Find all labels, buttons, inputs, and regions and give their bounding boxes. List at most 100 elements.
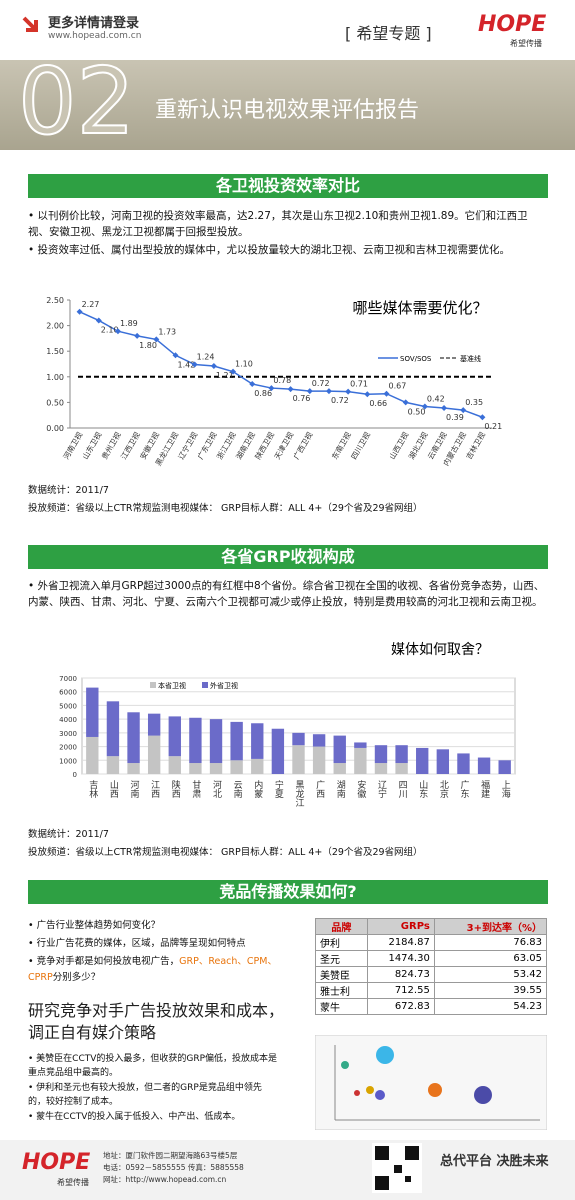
cell: 76.83 [433, 934, 548, 951]
x-tick-label: 上海 [500, 780, 511, 799]
data-point [479, 414, 486, 421]
banner-title: 重新认识电视效果评估报告 [155, 98, 420, 123]
data-label: 0.71 [350, 380, 368, 389]
data-line [79, 311, 483, 418]
data-point [325, 388, 332, 395]
table-row: 蒙牛 672.83 54.23 [315, 998, 548, 1015]
highlight: GRP、Reach、CPM、CPRP [28, 956, 277, 983]
data-label: 0.76 [293, 394, 311, 403]
bar-segment [86, 687, 99, 737]
logo-sub: 希望传播 [510, 39, 542, 48]
bullet: • 投资效率过低、属付出型投放的媒体中，尤以投放量较大的湖北卫视、云南卫视和吉林… [28, 244, 511, 256]
bar-segment [189, 763, 202, 774]
y-tick-label: 7000 [59, 675, 77, 683]
bar-segment [127, 763, 140, 774]
data-label: 1.73 [158, 327, 176, 336]
site-url[interactable]: www.hopead.com.cn [48, 31, 142, 41]
login-text[interactable]: 更多详情请登录 [48, 16, 140, 31]
data-label: 0.86 [254, 389, 272, 398]
text: • 竞争对手都是如何投放电视广告， [28, 956, 180, 967]
data-label: 0.72 [312, 379, 330, 388]
table: 品牌 GRPs 3+到达率（%） 伊利 2184.87 76.83 圣元 1474.30 63.… [315, 918, 548, 1015]
y-tick-label: 6000 [59, 689, 77, 697]
x-tick-label: 福建 [479, 779, 490, 799]
bar-segment [168, 756, 181, 774]
cell: 39.55 [433, 982, 548, 999]
data-point [191, 361, 198, 368]
web: 网址：http://www.hopead.com.cn [103, 1175, 227, 1184]
bar-segment [147, 735, 161, 774]
legend-label: 本省卫视 [158, 681, 186, 690]
bar-segment [333, 735, 346, 764]
data-point [287, 386, 294, 393]
section-title: 竞品传播效果如何? [28, 880, 548, 904]
data-point [153, 336, 160, 343]
footer [0, 1140, 575, 1200]
x-tick-label: 吉林卫视 [463, 430, 487, 461]
table-row: 圣元 1474.30 63.05 [315, 950, 548, 967]
bar-segment [354, 747, 367, 774]
x-tick-label: 甘肃 [190, 779, 201, 799]
bar-segment [86, 736, 99, 774]
cell: 品牌 [315, 918, 368, 935]
x-tick-label: 黑龙江 [294, 780, 305, 808]
legend-swatch [150, 682, 156, 688]
data-label: 0.42 [427, 394, 445, 403]
x-tick-label: 云南 [232, 780, 243, 798]
data-label: 1.42 [178, 360, 196, 369]
bar-segment [271, 728, 285, 774]
bullet: • 外省卫视流入单月GRP超过3000点的有红框中8个省份。综合省卫视在全国的收… [28, 580, 545, 608]
data-point [249, 380, 256, 387]
bullet: • 竞争对手都是如何投放电视广告，GRP、Reach、CPM、CPRP分别多少？ [28, 954, 288, 986]
note: 数据统计：2011/7 [28, 485, 109, 496]
cell: 3+到达率（%） [433, 918, 548, 935]
data-point [210, 363, 217, 370]
logo: HOPE [478, 12, 547, 37]
bar-segment [354, 742, 367, 748]
data-point [95, 317, 102, 324]
bar-segment [374, 745, 388, 764]
chart-title: 媒体如何取舍？ [391, 642, 489, 658]
cell: 圣元 [315, 950, 368, 967]
bullet: • 伊利和圣元也有较大投放，但二者的GRP是竞品组中领先的，较好控制了成本。 [28, 1083, 262, 1107]
x-tick-label: 内蒙 [252, 779, 263, 798]
qr-code[interactable] [372, 1143, 422, 1193]
table-row: 品牌 GRPs 3+到达率（%） [315, 918, 548, 935]
data-point [402, 399, 409, 406]
y-tick-label: 0.50 [46, 398, 64, 407]
bullet: • 美赞臣在CCTV的投入最多，但收获的GRP偏低，投放成本是重点竞品组中最高的… [28, 1054, 278, 1078]
bar-segment [209, 719, 223, 764]
x-tick-label: 安徽 [355, 779, 366, 799]
data-point [230, 368, 237, 375]
line-chart: 哪些媒体需要优化？0.000.501.001.502.002.50河南卫视山东卫… [46, 296, 502, 467]
bar-segment [209, 763, 223, 774]
table-row: 伊利 2184.87 76.83 [315, 934, 548, 951]
bubble-figure [315, 1035, 547, 1130]
chart-title: 哪些媒体需要优化？ [352, 299, 487, 317]
data-point [114, 328, 121, 335]
data-point [306, 388, 313, 395]
bar-segment [312, 746, 326, 774]
x-tick-label: 广西 [314, 779, 325, 799]
x-tick-label: 山东 [417, 780, 428, 798]
bar-segment [416, 747, 429, 774]
x-tick-label: 广西卫视 [291, 430, 315, 461]
x-tick-label: 辽宁 [376, 780, 387, 798]
legend-label: SOV/SOS [400, 355, 432, 363]
address: 地址：厦门软件园二期望海路63号楼5层 [103, 1151, 238, 1160]
cell: 53.42 [433, 966, 548, 983]
cell: GRPs [366, 918, 435, 935]
data-label: 0.78 [273, 376, 291, 385]
cell: 1474.30 [366, 950, 435, 967]
x-tick-label: 河南 [129, 779, 140, 798]
data-point [134, 332, 141, 339]
data-label: 1.89 [120, 319, 138, 328]
bar-segment [106, 701, 120, 757]
data-point [76, 308, 83, 315]
data-label: 2.27 [82, 300, 100, 309]
data-label: 0.50 [408, 407, 426, 416]
data-label: 1.21 [216, 371, 234, 380]
bullet: • 以刊例价比较，河南卫视的投资效率最高，达2.27，其次是山东卫视2.10和贵… [28, 210, 528, 238]
data-label: 1.10 [235, 360, 253, 369]
